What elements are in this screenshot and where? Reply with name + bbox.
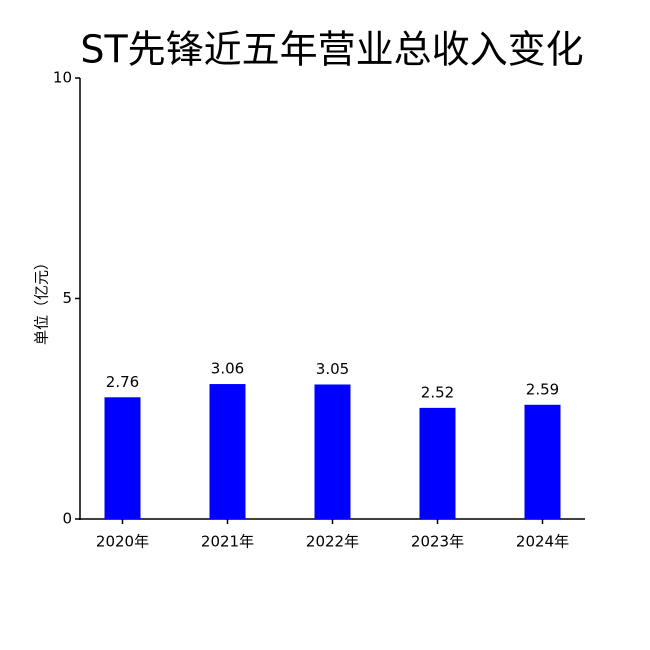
data-label: 3.05: [316, 360, 349, 378]
data-label: 3.06: [211, 360, 244, 378]
bar: [419, 407, 456, 519]
y-tick-label: 0: [62, 510, 72, 528]
y-tick-label: 10: [53, 69, 72, 87]
x-tick-label: 2021年: [201, 533, 254, 551]
x-tick-label: 2020年: [96, 533, 149, 551]
x-tick-label: 2023年: [411, 533, 464, 551]
y-axis-label: 单位（亿元）: [33, 255, 51, 345]
x-tick-label: 2024年: [516, 533, 569, 551]
bar: [209, 384, 246, 519]
bar: [524, 404, 561, 519]
data-label: 2.52: [421, 383, 454, 401]
data-label: 2.76: [106, 373, 139, 391]
y-tick-label: 5: [62, 289, 72, 307]
bar: [314, 384, 351, 519]
chart-title: ST先锋近五年营业总收入变化: [80, 28, 583, 72]
data-label: 2.59: [526, 380, 559, 398]
x-tick-label: 2022年: [306, 533, 359, 551]
bar: [104, 397, 141, 519]
